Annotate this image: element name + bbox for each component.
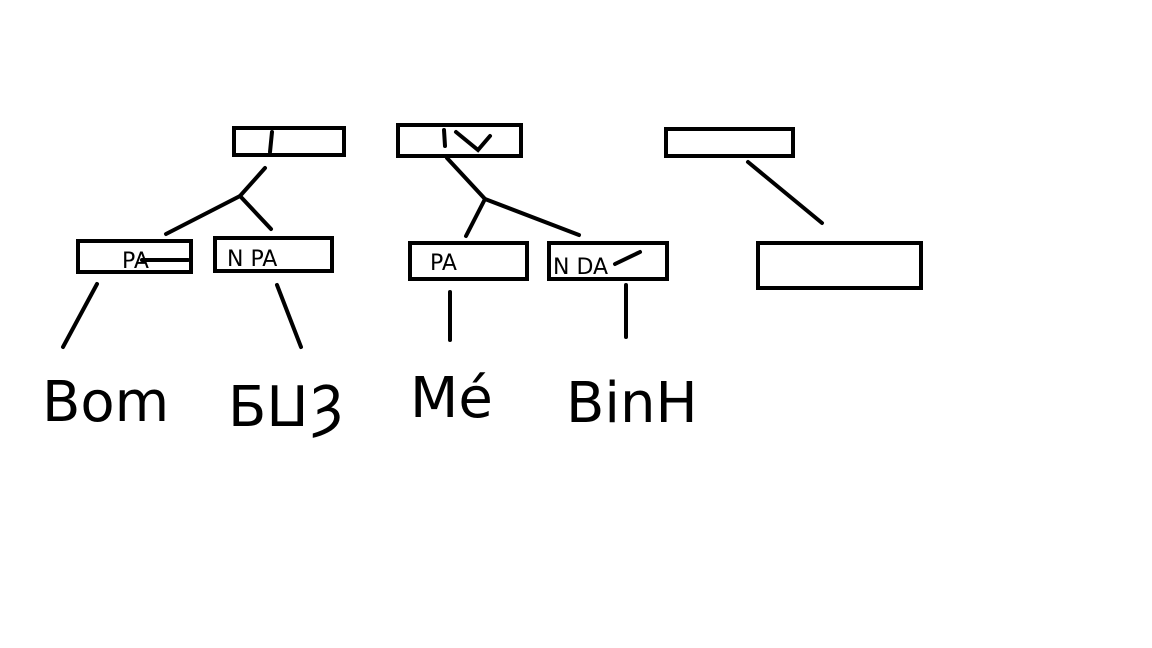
child-2-label: N PA — [227, 247, 277, 272]
leaf-3-label: Mé — [410, 366, 493, 431]
root-2-edges — [445, 156, 581, 238]
child-node-2: N PA — [213, 236, 334, 273]
child-4-label: N DA — [553, 255, 608, 280]
leaf-4-label: BinH — [566, 371, 698, 436]
root-3-edges — [746, 160, 824, 225]
leaf-1-label: Bom — [42, 370, 169, 435]
root-2-mark — [442, 128, 492, 153]
root-node-2 — [396, 123, 523, 158]
child-node-4: N DA — [547, 241, 669, 281]
child-3-label: PA — [430, 251, 457, 276]
root-node-3 — [664, 127, 795, 158]
child-1-edge — [61, 282, 99, 349]
root-1-mark — [268, 130, 274, 154]
leaf-2-label: ƂⵡȜ — [228, 375, 344, 440]
child-node-3: PA — [408, 241, 529, 281]
root-node-1 — [232, 126, 346, 157]
child-4-stroke — [613, 250, 642, 266]
child-node-1: PA — [76, 239, 193, 274]
child-2-edge — [275, 283, 303, 349]
child-node-5 — [756, 241, 923, 290]
root-1-edges — [164, 166, 273, 236]
